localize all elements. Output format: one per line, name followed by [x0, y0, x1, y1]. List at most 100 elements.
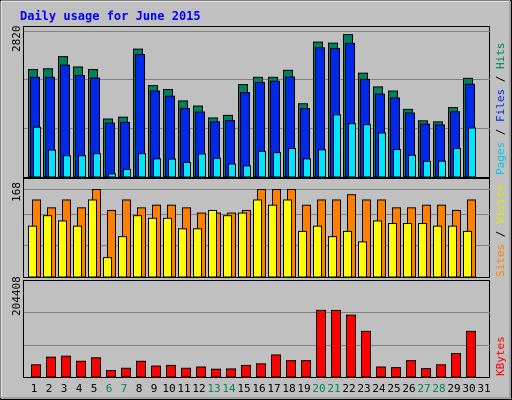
- kbytes-bar-day-30: [466, 330, 476, 378]
- day-label-25: 25: [387, 382, 400, 395]
- day-label-15: 15: [237, 382, 250, 395]
- visits-bar-day-14: [223, 215, 232, 278]
- legend-sep-1: /: [494, 122, 507, 142]
- kbytes-bar-day-18: [286, 360, 296, 378]
- chart-title: Daily usage for June 2015: [20, 9, 201, 23]
- kbytes-max-label: 204408: [10, 276, 23, 316]
- pages-bar-day-26: [408, 154, 416, 178]
- kbytes-bar-day-29: [451, 353, 461, 378]
- files-bar-day-6: [105, 122, 115, 178]
- bars-layer: [24, 31, 490, 378]
- visits-bar-day-12: [193, 228, 202, 278]
- visits-bar-day-1: [28, 225, 37, 278]
- legend-files: Files: [494, 89, 507, 122]
- kbytes-panel-legend: KBytes: [494, 336, 507, 376]
- pages-bar-day-16: [258, 150, 266, 178]
- pages-bar-day-20: [318, 149, 326, 178]
- kbytes-bar-day-3: [61, 355, 71, 378]
- day-label-13: 13: [207, 382, 220, 395]
- day-label-28: 28: [432, 382, 445, 395]
- pages-bar-day-15: [243, 165, 251, 178]
- day-label-20: 20: [312, 382, 325, 395]
- pages-bar-day-21: [333, 114, 341, 178]
- visits-bar-day-17: [268, 204, 277, 278]
- kbytes-bar-day-2: [46, 356, 56, 378]
- pages-bar-day-23: [363, 124, 371, 178]
- visits-bar-day-16: [253, 199, 262, 278]
- visits-bar-day-5: [88, 199, 97, 278]
- pages-bar-day-24: [378, 132, 386, 178]
- kbytes-bar-day-27: [421, 368, 431, 378]
- pages-bar-day-12: [198, 153, 206, 178]
- day-label-2: 2: [46, 382, 53, 395]
- visits-bar-day-27: [418, 223, 427, 278]
- visits-bar-day-23: [358, 241, 367, 278]
- kbytes-bar-day-8: [136, 360, 146, 378]
- kbytes-bar-day-11: [181, 367, 191, 378]
- pages-bar-day-6: [108, 173, 116, 178]
- kbytes-bar-day-7: [121, 367, 131, 378]
- kbytes-bar-day-26: [406, 360, 416, 378]
- legend-kbytes: KBytes: [494, 336, 507, 376]
- pages-bar-day-1: [33, 126, 41, 178]
- visits-bar-day-11: [178, 228, 187, 278]
- pages-bar-day-25: [393, 149, 401, 178]
- files-bar-day-7: [120, 121, 130, 178]
- pages-bar-day-29: [453, 148, 461, 178]
- day-label-12: 12: [192, 382, 205, 395]
- pages-bar-day-4: [78, 155, 86, 178]
- kbytes-bar-day-12: [196, 366, 206, 378]
- legend-hits: Hits: [494, 43, 507, 70]
- kbytes-bar-day-15: [241, 364, 251, 378]
- day-label-31: 31: [477, 382, 490, 395]
- legend-sites: Sites: [494, 244, 507, 277]
- legend-sep-3: /: [494, 224, 507, 244]
- visits-bar-day-24: [373, 220, 382, 278]
- pages-bar-day-30: [468, 127, 476, 178]
- kbytes-bar-day-9: [151, 365, 161, 378]
- kbytes-bar-day-14: [226, 368, 236, 378]
- day-label-9: 9: [151, 382, 158, 395]
- pages-bar-day-11: [183, 161, 191, 178]
- visits-bar-day-18: [283, 199, 292, 278]
- pages-bar-day-9: [153, 158, 161, 178]
- kbytes-bar-day-23: [361, 330, 371, 378]
- day-label-29: 29: [447, 382, 460, 395]
- sites-panel-legend: Sites / Visits: [494, 184, 507, 277]
- kbytes-bar-day-24: [376, 366, 386, 378]
- pages-bar-day-8: [138, 153, 146, 178]
- pages-bar-day-27: [423, 160, 431, 178]
- pages-bar-day-13: [213, 157, 221, 178]
- visits-bar-day-15: [238, 212, 247, 278]
- day-label-19: 19: [297, 382, 310, 395]
- pages-bar-day-7: [123, 168, 131, 178]
- visits-bar-day-10: [163, 217, 172, 278]
- hits-max-label: 2820: [10, 26, 23, 53]
- visits-bar-day-13: [208, 209, 217, 278]
- kbytes-panel: [23, 280, 490, 378]
- day-label-4: 4: [76, 382, 83, 395]
- kbytes-bar-day-5: [91, 357, 101, 378]
- day-label-23: 23: [357, 382, 370, 395]
- visits-bar-day-4: [73, 225, 82, 278]
- sites-max-label: 168: [10, 182, 23, 202]
- day-label-10: 10: [162, 382, 175, 395]
- kbytes-bar-day-17: [271, 354, 281, 378]
- pages-bar-day-14: [228, 163, 236, 178]
- day-label-14: 14: [222, 382, 236, 395]
- visits-bar-day-26: [403, 223, 412, 278]
- visits-bar-day-22: [343, 230, 352, 278]
- visits-bar-day-3: [58, 220, 67, 278]
- day-labels: 1 2 3 4 5 6 7 8 9 10 11 12 13 14 15 16 17 18 19 20 21 22 23 24 2…: [31, 382, 491, 395]
- visits-bar-day-2: [43, 215, 52, 278]
- pages-bar-day-28: [438, 160, 446, 178]
- pages-bar-day-22: [348, 123, 356, 178]
- visits-bar-day-21: [328, 236, 337, 278]
- day-label-1: 1: [31, 382, 38, 395]
- kbytes-bar-day-1: [31, 364, 41, 378]
- visits-bar-day-29: [448, 225, 457, 278]
- pages-bar-day-19: [303, 158, 311, 178]
- pages-bar-day-3: [63, 155, 71, 178]
- day-label-18: 18: [282, 382, 295, 395]
